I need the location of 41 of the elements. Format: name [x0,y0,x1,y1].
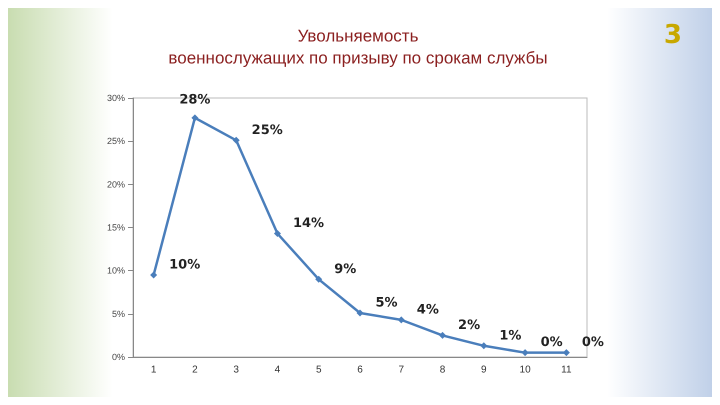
x-tick-label: 4 [274,364,281,376]
data-label: 2% [458,318,480,333]
chart-title: Увольняемость военнослужащих по призыву по срокам службы [168,26,548,68]
x-tick-label: 10 [520,364,532,376]
x-tick-label: 11 [561,364,572,376]
data-label: 1% [499,328,522,344]
data-label: 4% [416,302,439,318]
x-tick-label: 1 [150,364,157,376]
point [439,332,446,339]
data-label: 10% [169,257,200,272]
x-tick-label: 9 [481,364,488,376]
y-tick-label: 5% [112,308,125,319]
data-label: 28% [179,92,210,108]
y-tick-label: 10% [106,266,125,276]
point [232,136,240,144]
point [356,309,364,316]
point [398,316,405,324]
text: 3 [664,20,682,50]
x-tick-label: 2 [192,364,198,376]
data-label: 25% [252,122,283,138]
data-label: 9% [334,262,356,277]
point [480,342,488,350]
point [562,349,570,356]
x-tick-label: 8 [440,364,446,376]
point [274,230,281,238]
data-label: 5% [376,295,398,310]
y-tick-label: 0% [112,352,125,362]
y-tick-label: 30% [106,93,125,103]
x-tick-label: 7 [398,364,404,376]
data-label: 0% [540,335,563,350]
point [315,276,322,283]
x-tick-label: 5 [316,364,322,376]
point [191,114,198,122]
x-tick-label: 3 [233,364,240,376]
y-tick-label: 20% [106,179,125,190]
data-label: 14% [292,216,324,232]
data-label: 0% [582,335,604,350]
y-tick-label: 15% [106,222,125,232]
point [150,271,158,278]
x-tick-label: 6 [357,364,364,376]
y-tick-label: 25% [106,136,125,146]
